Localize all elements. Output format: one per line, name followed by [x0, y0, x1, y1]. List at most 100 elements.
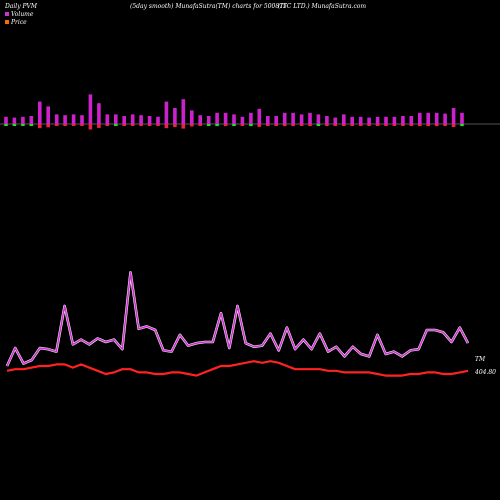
volume-bar-lower — [223, 124, 228, 127]
volume-bar — [325, 116, 329, 124]
volume-bar — [46, 106, 50, 124]
volume-bar — [274, 116, 278, 124]
volume-bar-lower — [350, 124, 354, 126]
volume-bar-lower — [147, 124, 152, 126]
volume-bar — [88, 94, 93, 124]
volume-bar-lower — [4, 124, 8, 126]
volume-line-label: TM — [475, 356, 486, 363]
volume-bar-lower — [80, 124, 84, 126]
price-value-label: 404.80 — [474, 369, 496, 376]
legend-volume-swatch — [5, 12, 9, 16]
volume-bar — [12, 117, 17, 124]
volume-bar-lower — [358, 124, 363, 126]
chart-header-right: (ITC LTD.) MunafaSutra.com — [278, 3, 366, 10]
volume-bar — [460, 112, 464, 124]
volume-bar-lower — [299, 124, 304, 126]
volume-bar — [114, 114, 118, 124]
volume-line — [6, 271, 469, 367]
volume-bar — [206, 116, 211, 124]
legend-price-swatch — [5, 20, 9, 24]
volume-bar — [164, 101, 169, 124]
volume-bar — [130, 114, 135, 124]
volume-bar-lower — [426, 124, 430, 127]
volume-bar-lower — [232, 124, 236, 126]
volume-bar-lower — [71, 124, 76, 126]
chart-header-title: (5day smooth) MunafaSutra(TM) charts for… — [130, 3, 287, 10]
volume-bar-lower — [249, 124, 253, 127]
volume-bar — [451, 108, 456, 124]
volume-line-halo — [5, 271, 470, 367]
volume-bar — [147, 116, 152, 124]
volume-bar-lower — [266, 124, 270, 126]
volume-bar-lower — [88, 124, 93, 130]
volume-bar-lower — [97, 124, 101, 128]
volume-bar — [215, 112, 219, 124]
volume-bar-lower — [367, 124, 371, 126]
volume-bar-lower — [384, 124, 388, 126]
volume-bar-lower — [12, 124, 17, 126]
volume-bar-lower — [206, 124, 211, 126]
price-volume-lines — [5, 271, 470, 377]
volume-bar — [257, 108, 262, 124]
volume-bar — [282, 112, 287, 124]
volume-bar — [181, 99, 186, 124]
volume-bar — [316, 114, 321, 124]
volume-bar-lower — [325, 124, 329, 126]
volume-bar-lower — [215, 124, 219, 127]
volume-bar-lower — [181, 124, 186, 129]
volume-bar — [358, 116, 363, 124]
volume-bar — [401, 116, 405, 124]
volume-bar-lower — [375, 124, 380, 126]
volume-bar-lower — [316, 124, 321, 126]
volume-bar — [122, 116, 126, 124]
volume-bar — [375, 116, 380, 124]
volume-bar — [350, 116, 354, 124]
volume-bar-lower — [240, 124, 245, 126]
volume-bar-lower — [156, 124, 160, 126]
volume-bar — [97, 103, 101, 124]
volume-bar — [63, 115, 67, 124]
volume-bar-lower — [409, 124, 414, 126]
volume-bar — [198, 115, 202, 124]
volume-bar-lower — [451, 124, 456, 127]
volume-bar-lower — [434, 124, 439, 127]
price-line — [6, 360, 469, 377]
volume-bar-lower — [122, 124, 126, 126]
volume-bar-lower — [114, 124, 118, 126]
volume-bar-lower — [130, 124, 135, 126]
volume-bar — [223, 112, 228, 124]
volume-bar — [21, 116, 25, 124]
volume-bar — [291, 112, 295, 124]
volume-bar-lower — [190, 124, 194, 127]
volume-bar-lower — [392, 124, 397, 126]
volume-bar — [308, 112, 312, 124]
volume-bar-lower — [21, 124, 25, 126]
volume-bar — [4, 116, 8, 124]
volume-bar — [190, 110, 194, 124]
volume-bar-lower — [54, 124, 59, 126]
volume-bar-lower — [257, 124, 262, 127]
volume-bar — [333, 117, 338, 124]
volume-bar-lower — [63, 124, 67, 126]
volume-bar-lower — [29, 124, 34, 126]
chart-header-left: Daily PVM — [4, 3, 38, 10]
volume-bars — [4, 94, 464, 130]
volume-bar-lower — [164, 124, 169, 129]
volume-bar — [384, 116, 388, 124]
volume-bar-lower — [460, 124, 464, 127]
volume-bar — [342, 114, 346, 124]
volume-bar-lower — [139, 124, 143, 126]
volume-bar — [443, 113, 447, 124]
volume-bar — [299, 114, 304, 124]
volume-bar-lower — [173, 124, 177, 127]
volume-bar — [426, 112, 430, 124]
volume-bar — [249, 112, 253, 124]
volume-bar-lower — [105, 124, 110, 126]
volume-bar — [266, 116, 270, 124]
volume-bar-lower — [342, 124, 346, 126]
volume-bar-lower — [401, 124, 405, 126]
volume-bar — [29, 116, 34, 124]
legend-volume-label: Volume — [11, 11, 34, 18]
volume-bar — [54, 114, 59, 124]
volume-bar — [38, 101, 42, 124]
